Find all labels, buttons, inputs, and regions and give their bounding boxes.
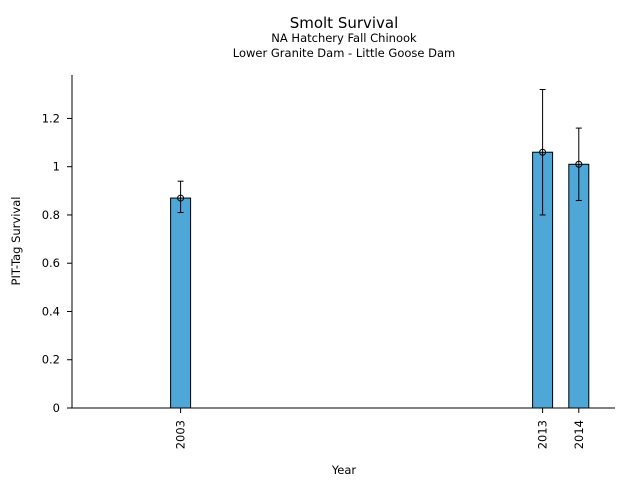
plot-area	[170, 88, 590, 409]
y-axis-label: PIT-Tag Survival	[9, 197, 23, 286]
y-tick-label: 0.2	[42, 353, 60, 367]
chart-title: Smolt Survival	[290, 14, 399, 32]
point-marker-2003	[177, 194, 185, 202]
y-tick-label: 0	[53, 401, 60, 415]
point-marker-2014	[575, 160, 583, 168]
x-tick-label-2014: 2014	[572, 420, 586, 449]
y-tick-label: 0.4	[42, 304, 60, 318]
x-tick-label-2003: 2003	[174, 420, 188, 449]
chart-subtitle-line-1: NA Hatchery Fall Chinook	[271, 31, 417, 45]
y-tick-label: 0.6	[42, 256, 60, 270]
y-tick-label: 1	[53, 160, 60, 174]
x-axis-label: Year	[331, 463, 357, 477]
chart-subtitle-line-2: Lower Granite Dam - Little Goose Dam	[233, 46, 455, 60]
bar-2003	[170, 197, 192, 409]
y-tick-label: 1.2	[42, 111, 60, 125]
point-marker-2013	[539, 148, 547, 156]
y-tick-label: 0.8	[42, 208, 60, 222]
x-tick-label-2013: 2013	[536, 420, 550, 449]
